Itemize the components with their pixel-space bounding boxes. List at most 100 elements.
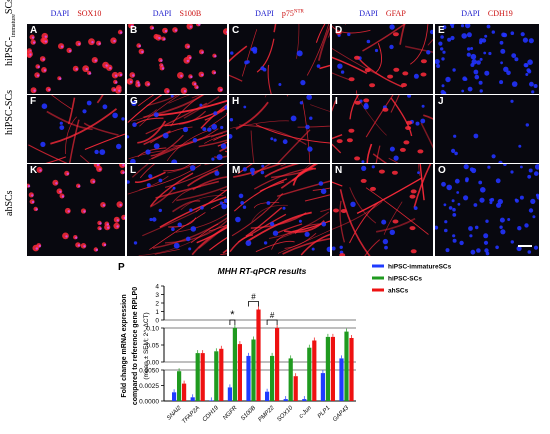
- micrograph-panel-G: G: [127, 95, 227, 163]
- dapi-label: DAPI: [152, 8, 172, 18]
- legend-entry-2: hiPSC-SCs: [388, 276, 422, 283]
- bar-TFAP2A-3: [200, 353, 205, 401]
- micrograph-image: [229, 95, 330, 163]
- bar-GAP43-1: [339, 358, 344, 401]
- chart-title: MHH RT-qPCR results: [218, 266, 307, 276]
- panel-letter: L: [130, 165, 137, 176]
- panel-letter: E: [438, 25, 445, 36]
- column-header-5: DAPI CDH19: [435, 4, 539, 22]
- row-label-3: ahSCs: [4, 189, 15, 216]
- micrograph-panel-F: F: [27, 95, 125, 163]
- scale-bar: [518, 245, 532, 247]
- panel-letter: K: [30, 165, 38, 176]
- x-tick-label: PLP1: [317, 405, 332, 420]
- x-tick-label: SNAI2: [166, 405, 183, 422]
- y-axis-label-line: Fold change mRNA expression: [121, 294, 128, 397]
- marker-label: p75NTR: [281, 8, 304, 18]
- row-label-1: hiPSC-immatureSCs: [4, 0, 17, 66]
- y-tick-label: 2: [155, 301, 159, 308]
- micrograph-image: [127, 24, 227, 94]
- x-tick-label: PMP22: [258, 405, 277, 424]
- row-label-2: hiPSC-SCs: [4, 89, 15, 135]
- significance-mark: *: [230, 309, 235, 321]
- panel-letter: I: [335, 96, 338, 107]
- y-tick-label: 3: [155, 292, 159, 299]
- dapi-label: DAPI: [461, 8, 480, 18]
- y-tick-label: 0.0025: [139, 383, 159, 390]
- micrograph-panel-C: C: [229, 24, 330, 94]
- panel-letter: G: [130, 96, 138, 107]
- micrograph-panel-J: J: [435, 95, 539, 163]
- y-tick-label: 0.0000: [139, 399, 159, 406]
- y-axis-label-line: compared to reference gene RPLP0: [132, 287, 139, 405]
- micrograph-image: [28, 95, 125, 163]
- bar-CDH19-3: [219, 348, 224, 401]
- y-tick-label: 0: [155, 318, 159, 325]
- dapi-label: DAPI: [359, 8, 378, 18]
- y-tick-label: 1: [155, 309, 159, 316]
- bar-TFAP2A-1: [190, 397, 195, 401]
- y-tick-label: 0.0050: [139, 368, 159, 375]
- micrograph-image: [27, 164, 125, 252]
- micrograph-panel-N: N: [332, 164, 433, 256]
- bar-PLP1-1: [320, 373, 325, 401]
- panel-letter: N: [335, 165, 343, 176]
- marker-label: S100B: [179, 8, 202, 18]
- bar-c-Jun-2: [307, 347, 312, 401]
- panel-letter: A: [30, 25, 38, 36]
- bar-c-Jun-1: [302, 399, 307, 401]
- bar-SNAI2-2: [177, 371, 182, 401]
- bar-SOX10-1: [283, 399, 288, 401]
- panel-letter: H: [232, 96, 240, 107]
- micrograph-panel-D: D: [332, 24, 433, 94]
- x-tick-label: TFAP2A: [181, 405, 201, 425]
- x-tick-label: CDH19: [202, 405, 221, 424]
- x-tick-label: NGFR: [222, 405, 239, 422]
- micrograph-image: [27, 29, 123, 94]
- bar-SOX10-3: [293, 376, 298, 401]
- significance-bracket: [229, 319, 236, 325]
- bar-NGFR-3: [237, 344, 242, 401]
- marker-label: CDH19: [487, 8, 513, 18]
- micrograph-panel-K: K: [27, 164, 125, 256]
- micrograph-panel-H: H: [229, 95, 330, 163]
- micrograph-image: [332, 24, 433, 94]
- column-header-1: DAPI SOX10: [27, 4, 125, 22]
- micrograph-panel-B: B: [127, 24, 227, 94]
- micrograph-panel-M: M: [229, 164, 330, 256]
- micrograph-panel-L: L: [127, 164, 227, 256]
- bar-GAP43-3: [349, 338, 354, 401]
- bar-CDH19-1: [209, 400, 214, 401]
- significance-bracket: [248, 301, 259, 307]
- y-tick-label: 0.00: [146, 360, 159, 367]
- y-axis-label-line: (mean ± SEM; 2^-ΔCT): [143, 312, 150, 379]
- significance-bracket: [266, 319, 278, 325]
- bar-NGFR-1: [227, 387, 232, 401]
- micrograph-image: [332, 164, 432, 256]
- dapi-label: DAPI: [50, 8, 70, 18]
- chart-panel-letter: P: [118, 262, 125, 273]
- micrograph-panel-I: I: [332, 95, 433, 163]
- bar-GAP43-2: [344, 331, 349, 401]
- micrograph-image: [229, 164, 330, 256]
- y-tick-label: 4: [155, 284, 159, 291]
- micrograph-image: [435, 164, 539, 256]
- bar-NGFR-2: [232, 328, 237, 401]
- bar-PMP22-3: [275, 328, 280, 401]
- panel-letter: O: [438, 165, 446, 176]
- micrograph-image: [229, 24, 330, 94]
- rt-qpcr-chart: P MHH RT-qPCR results Fold change mRNA exp…: [118, 262, 452, 425]
- bar-PLP1-3: [330, 336, 335, 401]
- x-tick-label: GAP43: [332, 405, 350, 423]
- micrograph-panel-O: O: [435, 164, 539, 256]
- x-tick-label: c-Jun: [298, 405, 313, 420]
- y-tick-label: 0.10: [146, 326, 159, 333]
- bar-CDH19-2: [214, 351, 219, 401]
- bar-SOX10-2: [288, 358, 293, 401]
- panel-letter: M: [232, 165, 241, 176]
- x-tick-label: S100B: [240, 405, 257, 422]
- panel-letter: C: [232, 25, 240, 36]
- bar-S100B-2: [251, 339, 256, 401]
- legend-entry-1: hiPSC-immatureSCs: [388, 264, 452, 271]
